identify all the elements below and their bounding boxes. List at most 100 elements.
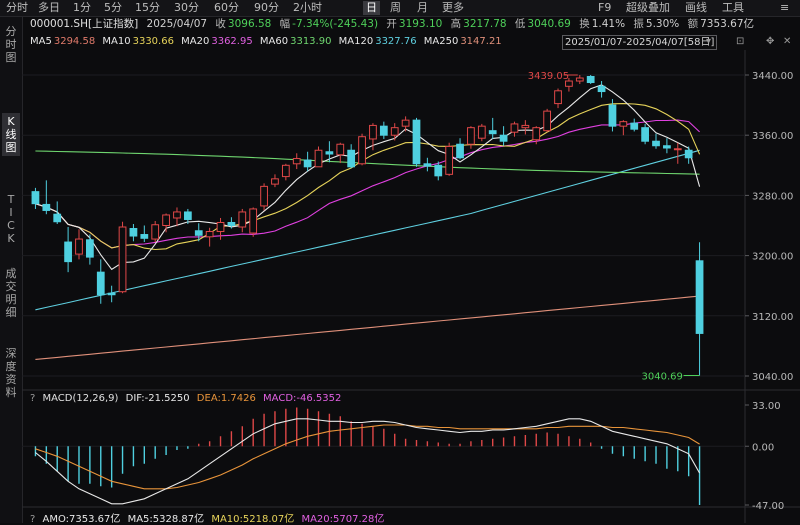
change-label: 幅 (279, 18, 291, 30)
high-label: 高 (450, 18, 462, 30)
period-tab-1min[interactable]: 1分 (73, 1, 91, 14)
period-tab-5min[interactable]: 5分 (104, 1, 122, 14)
date-label: 2025/04/07 (146, 18, 208, 30)
amount-label: 额 (687, 18, 699, 30)
macd-tick-label: 0.00 (752, 442, 774, 453)
period-tab-multiday[interactable]: 多日 (38, 1, 60, 14)
amo-ma5: MA5:5328.87亿 (127, 514, 205, 525)
ma20-line (35, 119, 700, 249)
candle-body (510, 123, 519, 133)
candle-body (249, 208, 258, 234)
period-tab-90min[interactable]: 90分 (254, 1, 279, 14)
candle-body (347, 149, 356, 168)
period-tab-intraday[interactable]: 分时 (6, 1, 28, 14)
period-tab-week[interactable]: 周 (390, 1, 401, 14)
sidebar-tab-trades[interactable]: 成交明细 (5, 267, 17, 319)
ma60-value: 3313.90 (290, 36, 332, 47)
lock-icon[interactable]: ⊡ (736, 36, 745, 47)
ma120-value: 3327.76 (375, 36, 417, 47)
candle-body (260, 185, 268, 207)
period-tab-2hour[interactable]: 2小时 (293, 1, 322, 14)
candle-body (652, 140, 660, 147)
period-tab-30min[interactable]: 30分 (174, 1, 199, 14)
tools-button[interactable]: 工具 (722, 1, 744, 14)
chevron-down-icon[interactable]: ▾ (706, 36, 712, 47)
ma20-label: MA20 (181, 36, 210, 47)
price-tick-label: 3360.00 (752, 131, 793, 142)
candle-body (488, 130, 497, 135)
candle-body (96, 271, 105, 296)
amo-help-icon[interactable]: ? (30, 514, 36, 525)
dea-label: DEA: (196, 393, 221, 404)
candle-body (630, 122, 639, 130)
ma60-label: MA60 (259, 36, 289, 47)
candle-body (31, 191, 40, 205)
ma5-label: MA5 (30, 36, 52, 47)
candle-body (608, 104, 617, 127)
dif-value: -21.5250 (144, 393, 190, 404)
draw-line-button[interactable]: 画线 (685, 1, 707, 14)
candle-body (619, 121, 628, 127)
open-label: 开 (386, 18, 397, 30)
dea-value: 1.7426 (220, 393, 256, 404)
period-tab-60min[interactable]: 60分 (214, 1, 239, 14)
close-icon[interactable]: ✕ (783, 36, 792, 47)
price-tick-label: 3440.00 (752, 71, 793, 82)
high-marker-label: 3439.05 (528, 71, 569, 82)
candle-body (456, 143, 464, 159)
candle-body (532, 127, 541, 141)
amplitude-label: 振 (633, 18, 644, 30)
ma250-value: 3147.21 (460, 36, 502, 47)
period-tab-15min[interactable]: 15分 (135, 1, 160, 14)
price-annotations: 3439.05 3040.69 (528, 71, 700, 382)
candle-body (684, 149, 693, 159)
period-tab-more[interactable]: 更多 (442, 1, 464, 14)
turnover-value: 1.41% (591, 18, 626, 30)
turnover-label: 换 (579, 18, 590, 30)
candle-body (183, 211, 192, 220)
candle-body (467, 127, 475, 145)
period-tab-day[interactable]: 日 (363, 1, 380, 15)
candle-body (445, 145, 454, 175)
f9-button[interactable]: F9 (598, 1, 612, 14)
candle-body (86, 239, 94, 258)
macd-header: ? MACD(12,26,9) DIF:-21.5250 DEA:1.7426 … (30, 393, 345, 404)
sidebar-tab-depth[interactable]: 深度资料 (5, 347, 17, 399)
super-overlay-button[interactable]: 超级叠加 (626, 1, 670, 14)
candle-body (162, 214, 170, 226)
macd-value: -46.5352 (296, 393, 342, 404)
menu-icon[interactable]: ≡ (780, 1, 790, 14)
date-range-box[interactable]: 2025/01/07-2025/04/07[58日] (562, 35, 718, 50)
candle-body (205, 231, 214, 238)
candle-body (194, 230, 203, 236)
settings-icon[interactable]: ✥ (766, 36, 775, 47)
price-tick-label: 3200.00 (752, 252, 793, 263)
amo-footer: ? AMO:7353.67亿 MA5:5328.87亿 MA10:5218.07… (30, 510, 388, 525)
toolbar: 分时 多日 1分 5分 15分 30分 60分 90分 2小时 日 周 月 更多… (0, 0, 800, 17)
candle-body (369, 124, 377, 140)
dif-label: DIF: (125, 393, 145, 404)
candle-body (423, 163, 432, 167)
close-label: 收 (215, 18, 226, 30)
period-tab-month[interactable]: 月 (417, 1, 428, 14)
change-value: -7.34%(-245.43) (292, 18, 379, 30)
candle-body (129, 228, 138, 237)
ma60-line (35, 150, 700, 175)
candle-body (216, 221, 225, 233)
close-value: 3096.58 (227, 18, 272, 30)
sidebar-tab-intraday[interactable]: 分时图 (5, 25, 17, 64)
macd-help-icon[interactable]: ? (30, 393, 36, 404)
low-marker-label: 3040.69 (642, 371, 683, 382)
candle-body (151, 224, 160, 240)
candle-body (64, 241, 72, 263)
ma10-line (35, 103, 701, 251)
macd-tick-label: -47.00 (752, 501, 784, 512)
candle-body (42, 203, 51, 211)
candle-body (641, 127, 649, 142)
ma250-line (35, 295, 700, 360)
candle-body (401, 119, 410, 127)
candle-body (543, 110, 552, 132)
